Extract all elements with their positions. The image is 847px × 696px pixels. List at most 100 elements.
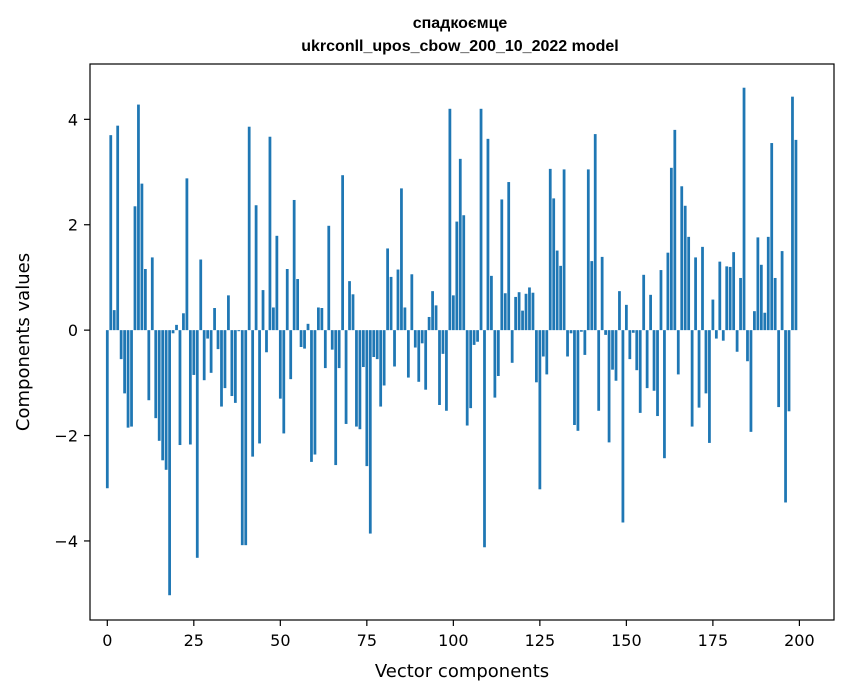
bar-component-30 [209, 330, 213, 373]
bar-component-1 [109, 135, 113, 331]
bar-component-181 [732, 252, 736, 331]
bar-component-48 [272, 307, 275, 331]
bar-component-73 [358, 330, 362, 430]
bar-component-55 [296, 279, 300, 331]
bar-component-188 [756, 237, 760, 331]
bar-component-12 [147, 330, 151, 401]
bar-component-52 [285, 269, 289, 331]
bar-component-34 [223, 330, 227, 389]
bar-component-142 [597, 330, 601, 411]
bar-component-63 [323, 330, 327, 369]
bar-component-102 [458, 158, 462, 331]
bar-component-58 [306, 323, 310, 331]
bar-component-23 [185, 178, 189, 331]
bar-component-3 [116, 125, 120, 331]
bar-component-162 [666, 252, 670, 331]
bar-component-33 [220, 330, 223, 407]
x-tick-label: 175 [698, 631, 729, 650]
bar-component-68 [341, 175, 344, 331]
bar-component-144 [604, 330, 607, 335]
bar-component-94 [431, 291, 434, 331]
bar-component-44 [258, 330, 261, 444]
bar-component-104 [465, 330, 469, 426]
bar-component-22 [182, 313, 185, 331]
bar-component-18 [168, 330, 171, 596]
bar-component-155 [642, 274, 646, 331]
bar-component-131 [559, 265, 563, 331]
bar-component-67 [337, 330, 341, 369]
bar-component-101 [455, 221, 459, 331]
bar-component-82 [389, 276, 393, 331]
bar-component-56 [299, 330, 303, 347]
bar-component-145 [607, 330, 611, 443]
bar-component-66 [334, 330, 338, 466]
bar-component-126 [541, 330, 545, 357]
bar-component-80 [382, 330, 386, 386]
bar-component-61 [317, 307, 320, 331]
chart-title-line2: ukrconll_upos_cbow_200_10_2022 model [301, 38, 618, 55]
bar-component-19 [171, 330, 175, 334]
bar-component-4 [119, 330, 123, 360]
bar-component-138 [583, 330, 587, 355]
bar-component-154 [638, 330, 642, 413]
x-tick-label: 50 [270, 631, 290, 650]
bar-component-137 [580, 330, 583, 332]
bar-component-24 [188, 330, 192, 445]
bar-component-13 [150, 257, 154, 331]
bar-component-187 [753, 311, 756, 331]
bar-component-40 [244, 330, 248, 546]
bar-component-134 [569, 330, 573, 334]
x-tick-label: 0 [102, 631, 112, 650]
bar-component-37 [233, 330, 237, 403]
bar-component-97 [441, 330, 445, 354]
bar-component-115 [503, 293, 507, 331]
bar-component-199 [794, 139, 798, 331]
bar-component-91 [420, 330, 424, 344]
bar-component-151 [628, 330, 632, 360]
bar-component-173 [704, 330, 708, 394]
bar-component-109 [483, 330, 486, 548]
bar-component-70 [348, 281, 351, 331]
bar-component-65 [330, 330, 334, 350]
y-tick-label: 0 [68, 321, 78, 340]
y-axis-label: Components values [13, 253, 34, 431]
bar-component-53 [289, 330, 293, 380]
bar-component-15 [157, 330, 161, 441]
bar-component-197 [787, 330, 791, 412]
bar-component-51 [282, 330, 286, 434]
bar-component-107 [476, 330, 479, 342]
bar-component-153 [635, 330, 639, 371]
bar-component-54 [292, 199, 296, 331]
bar-component-128 [548, 168, 552, 331]
bar-component-93 [427, 316, 431, 331]
bar-component-81 [386, 248, 389, 331]
bar-component-41 [247, 126, 251, 331]
bar-component-99 [448, 108, 452, 331]
bar-component-49 [275, 235, 279, 331]
bar-component-105 [469, 330, 473, 409]
bar-component-25 [192, 330, 196, 375]
bar-component-11 [143, 269, 147, 331]
bar-component-148 [618, 291, 621, 331]
bar-component-32 [216, 330, 220, 350]
bar-component-164 [673, 129, 677, 331]
bar-component-57 [303, 330, 306, 349]
bar-component-133 [566, 330, 569, 357]
bar-component-111 [490, 275, 493, 331]
bar-component-196 [784, 330, 787, 503]
bar-component-182 [735, 330, 739, 352]
bar-component-21 [178, 330, 182, 446]
bar-component-129 [552, 198, 556, 331]
bar-component-62 [320, 308, 324, 331]
bar-component-83 [393, 330, 396, 367]
bar-component-175 [711, 299, 715, 331]
bar-component-31 [213, 308, 216, 331]
bar-component-136 [576, 330, 580, 431]
bar-component-45 [261, 290, 265, 331]
bar-component-6 [126, 330, 130, 428]
bar-component-119 [517, 292, 521, 331]
bar-component-120 [521, 310, 524, 331]
bar-component-17 [164, 330, 168, 470]
bar-component-60 [313, 330, 317, 455]
bar-component-141 [593, 134, 597, 331]
